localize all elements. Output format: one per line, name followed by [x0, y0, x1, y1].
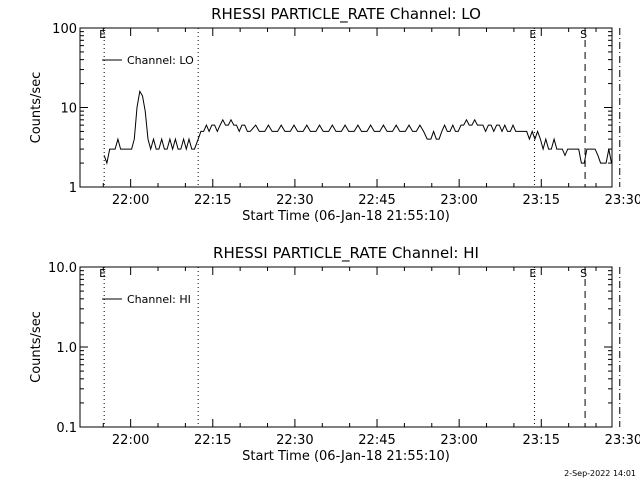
event-marker-label: S [580, 267, 587, 280]
x-tick-label: 22:00 [112, 433, 149, 448]
y-tick-label: 1.0 [56, 341, 77, 356]
y-tick-label: 100 [52, 22, 77, 37]
plot-frame [79, 27, 613, 188]
y-axis-label: Counts/sec [29, 72, 44, 144]
event-marker-label: E [99, 267, 106, 280]
y-tick-label: 1 [69, 181, 77, 196]
event-marker-label: E [99, 28, 106, 41]
x-axis-label: Start Time (06-Jan-18 21:55:10) [242, 449, 450, 464]
x-tick-label: 22:00 [112, 193, 149, 208]
y-tick-label: 0.1 [56, 421, 77, 436]
legend-label: Channel: LO [127, 54, 194, 67]
y-axis-label: Counts/sec [29, 311, 44, 383]
x-tick-label: 22:30 [276, 193, 313, 208]
x-tick-label: 23:30 [605, 433, 640, 448]
legend-label: Channel: HI [127, 293, 191, 306]
event-marker-label: E [529, 28, 536, 41]
x-tick-label: 22:45 [358, 193, 395, 208]
x-tick-label: 22:15 [194, 433, 231, 448]
x-tick-label: 23:30 [605, 193, 640, 208]
x-tick-label: 23:15 [523, 433, 560, 448]
y-tick-label: 10 [60, 102, 77, 117]
x-tick-label: 23:15 [523, 193, 560, 208]
x-axis-label: Start Time (06-Jan-18 21:55:10) [242, 209, 450, 224]
data-series-line [103, 89, 612, 165]
chart-title: RHESSI PARTICLE_RATE Channel: LO [211, 5, 481, 24]
event-marker-label: E [529, 267, 536, 280]
timestamp-stamp: 2-Sep-2022 14:01 [564, 469, 636, 478]
y-tick-label: 10.0 [48, 261, 77, 276]
x-tick-label: 23:00 [440, 433, 477, 448]
lo-channel-panel: RHESSI PARTICLE_RATE Channel: LO 22:00 22:… [29, 5, 640, 224]
hi-channel-panel: RHESSI PARTICLE_RATE Channel: HI 22:00 22:… [29, 244, 640, 464]
x-tick-label: 22:30 [276, 433, 313, 448]
x-tick-label: 22:15 [194, 193, 231, 208]
x-tick-label: 22:45 [358, 433, 395, 448]
plot-frame [79, 266, 613, 428]
x-tick-label: 23:00 [440, 193, 477, 208]
chart-title: RHESSI PARTICLE_RATE Channel: HI [213, 244, 479, 263]
event-marker-label: S [580, 28, 587, 41]
